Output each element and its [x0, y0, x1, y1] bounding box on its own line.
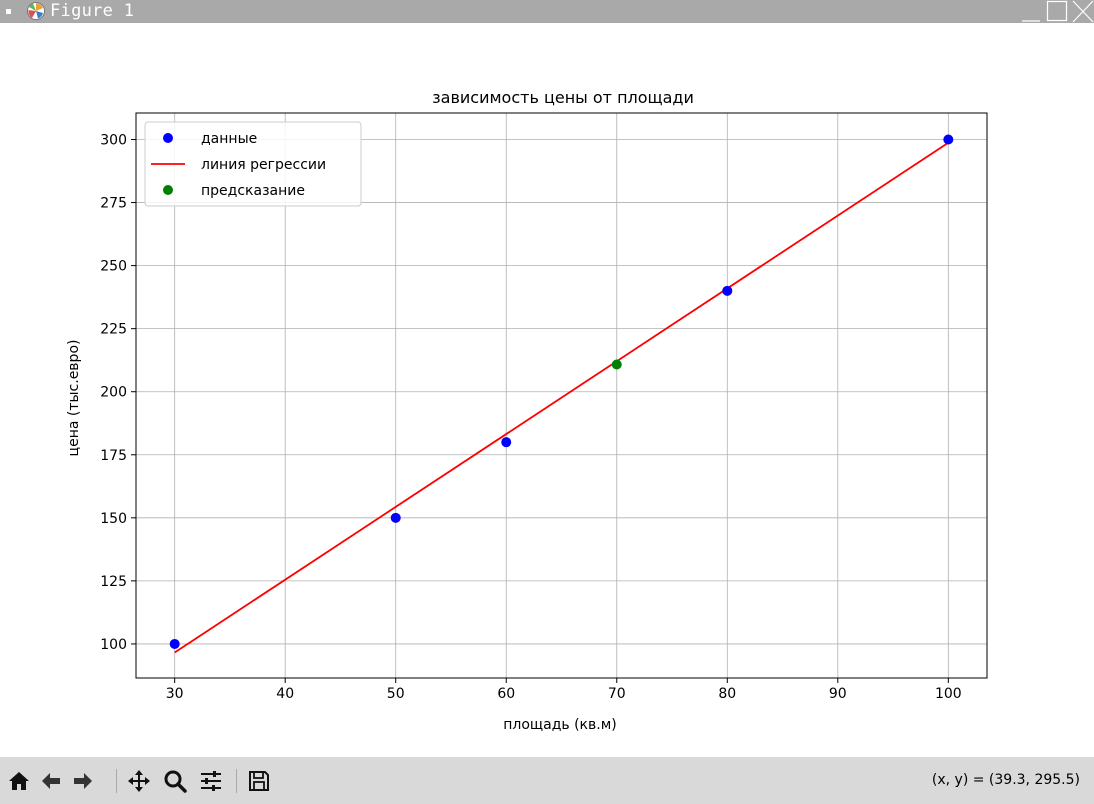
- x-tick-label: 80: [718, 686, 736, 702]
- grid: [136, 113, 987, 678]
- maximize-icon[interactable]: [1046, 0, 1068, 23]
- window-menu-icon[interactable]: [6, 9, 11, 14]
- toolbar-separator: [236, 769, 237, 793]
- ticks: 30 40 50 60 70 80 90 100 100 125 150 175 200 225 250 27…: [100, 132, 961, 702]
- legend-label: линия регрессии: [201, 157, 326, 173]
- chart-title: зависимость цены от площади: [432, 88, 694, 107]
- plot-series: [169, 134, 954, 654]
- y-tick-label: 175: [100, 448, 127, 464]
- forward-icon: [74, 773, 92, 789]
- cursor-coordinates: (x, y) = (39.3, 295.5): [931, 772, 1080, 788]
- x-tick-label: 70: [608, 686, 626, 702]
- y-tick-label: 125: [100, 574, 127, 590]
- x-tick-label: 50: [387, 686, 405, 702]
- data-point: [722, 285, 733, 296]
- y-tick-label: 300: [100, 132, 127, 148]
- data-point: [169, 638, 180, 649]
- x-tick-label: 100: [935, 686, 962, 702]
- toolbar-separator: [116, 769, 117, 793]
- zoom-button[interactable]: [162, 768, 188, 794]
- x-axis-label: площадь (кв.м): [503, 717, 616, 733]
- data-point: [943, 134, 954, 145]
- forward-button[interactable]: [70, 768, 96, 794]
- matplotlib-logo-icon: [27, 2, 45, 20]
- regression-line: [174, 142, 949, 654]
- legend-point-marker: [163, 133, 173, 143]
- configure-subplots-button[interactable]: [198, 768, 224, 794]
- save-icon: [249, 771, 269, 791]
- zoom-icon: [164, 770, 187, 793]
- legend: данные линия регрессии предсказание: [144, 121, 362, 207]
- figure-canvas[interactable]: зависимость цены от площади 30 40 50 60 70 80…: [0, 23, 1094, 757]
- window-titlebar: Figure 1: [0, 0, 1094, 23]
- legend-box: [144, 121, 362, 207]
- home-button[interactable]: [6, 768, 32, 794]
- data-point: [501, 437, 512, 448]
- configure-subplots-icon: [201, 771, 221, 791]
- save-button[interactable]: [246, 768, 272, 794]
- legend-point-marker: [163, 185, 173, 195]
- y-tick-label: 225: [100, 322, 127, 338]
- legend-label: предсказание: [201, 183, 305, 199]
- axes-frame: [135, 112, 988, 679]
- y-tick-label: 150: [100, 511, 127, 527]
- y-axis-label: цена (тыс.евро): [66, 340, 82, 457]
- x-tick-label: 40: [276, 686, 294, 702]
- legend-label: данные: [201, 131, 257, 147]
- chart: зависимость цены от площади 30 40 50 60 70 80…: [66, 88, 988, 733]
- x-tick-label: 60: [497, 686, 515, 702]
- close-icon[interactable]: [1072, 0, 1094, 23]
- x-tick-label: 90: [829, 686, 847, 702]
- data-point: [390, 512, 401, 523]
- back-icon: [42, 773, 60, 789]
- y-tick-label: 100: [100, 637, 127, 653]
- x-tick-label: 30: [166, 686, 184, 702]
- minimize-icon[interactable]: [1020, 0, 1042, 23]
- window-title: Figure 1: [50, 1, 135, 21]
- home-icon: [9, 772, 29, 790]
- y-tick-label: 200: [100, 385, 127, 401]
- pan-button[interactable]: [126, 768, 152, 794]
- y-tick-label: 275: [100, 196, 127, 212]
- pan-icon: [128, 770, 150, 792]
- prediction-point: [611, 359, 622, 370]
- navigation-toolbar: (x, y) = (39.3, 295.5): [0, 757, 1094, 804]
- back-button[interactable]: [38, 768, 64, 794]
- y-tick-label: 250: [100, 259, 127, 275]
